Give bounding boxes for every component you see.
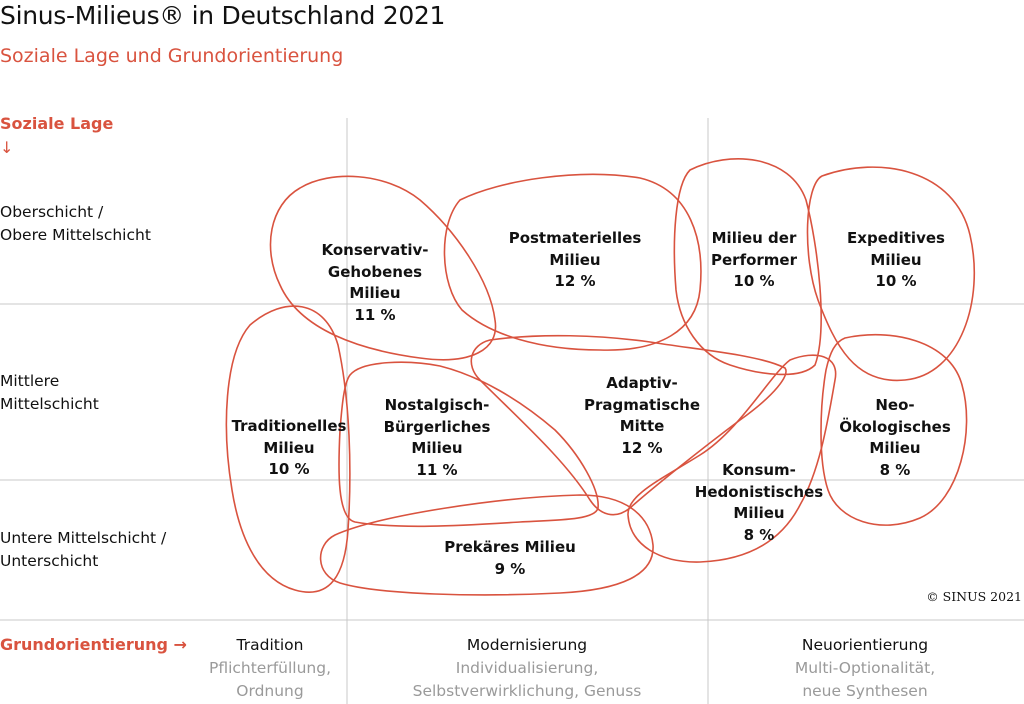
milieu-expeditiv-line2: Milieu — [870, 250, 922, 269]
milieu-performer: Milieu der Performer 10 % — [669, 228, 839, 293]
x-column-tradition-sub2: Ordnung — [236, 682, 304, 700]
milieu-konsum: Konsum- Hedonistisches Milieu 8 % — [674, 460, 844, 546]
milieu-neooeko-line1: Neo- — [875, 396, 915, 414]
milieu-neooeko: Neo- Ökologisches Milieu 8 % — [810, 395, 980, 481]
milieu-konsum-line3: Milieu — [733, 504, 785, 522]
milieu-performer-line1: Milieu der — [711, 229, 797, 247]
y-level-upper: Oberschicht / Obere Mittelschicht — [0, 201, 200, 247]
milieu-konsum-share: 8 % — [743, 525, 775, 544]
milieu-neooeko-line3: Milieu — [869, 439, 921, 457]
milieu-konsum-line2: Hedonistisches — [694, 482, 824, 501]
milieu-expeditiv-share: 10 % — [875, 272, 917, 290]
y-level-middle-line2: Mittelschicht — [0, 395, 99, 413]
x-column-tradition-label: Tradition — [236, 636, 304, 654]
y-level-lower: Untere Mittelschicht / Unterschicht — [0, 527, 200, 573]
shape-performer — [673, 158, 822, 376]
x-column-modernisierung-sub2: Selbstverwirklichung, Genuss — [412, 682, 642, 700]
milieu-konservativ-line1: Konservativ- — [321, 241, 429, 259]
x-column-neuorientierung-sub1: Multi-Optionalität, — [794, 659, 936, 677]
milieu-postmateriell-line1: Postmaterielles — [508, 229, 642, 247]
shape-konsum — [627, 354, 837, 563]
milieu-expeditiv-line1: Expeditives — [847, 229, 945, 247]
x-column-modernisierung-label: Modernisierung — [466, 636, 588, 654]
milieu-neooeko-share: 8 % — [879, 460, 911, 479]
y-level-middle-line1: Mittlere — [0, 372, 60, 390]
x-column-tradition-sub1: Pflichterfüllung, — [208, 659, 332, 677]
milieu-nostalgisch: Nostalgisch- Bürgerliches Milieu 11 % — [352, 395, 522, 481]
milieu-adaptiv-share: 12 % — [621, 438, 663, 457]
milieu-adaptiv-line1: Adaptiv- — [606, 374, 678, 392]
milieu-performer-share: 10 % — [733, 272, 775, 290]
milieu-neooeko-line2: Ökologisches — [839, 417, 951, 436]
milieu-konservativ-share: 11 % — [354, 305, 396, 324]
milieu-adaptiv: Adaptiv- Pragmatische Mitte 12 % — [557, 373, 727, 459]
shape-prekaer — [319, 494, 654, 596]
milieu-prekaer-share: 9 % — [494, 559, 526, 578]
milieu-konservativ-line3: Milieu — [349, 284, 401, 302]
y-level-lower-line2: Unterschicht — [0, 552, 99, 570]
milieu-nostalgisch-line2: Bürgerliches — [383, 417, 491, 436]
milieu-traditionell-share: 10 % — [268, 460, 310, 478]
page-subtitle: Soziale Lage und Grundorientierung — [0, 45, 344, 67]
milieu-postmateriell: Postmaterielles Milieu 12 % — [490, 228, 660, 293]
y-level-lower-line1: Untere Mittelschicht / — [0, 529, 167, 547]
milieu-adaptiv-line3: Mitte — [619, 417, 665, 435]
milieu-postmateriell-share: 12 % — [554, 272, 596, 290]
y-level-upper-line2: Obere Mittelschicht — [0, 226, 151, 244]
y-axis-title: Soziale Lage — [0, 114, 114, 133]
milieu-nostalgisch-line3: Milieu — [411, 439, 463, 457]
shape-nostalgisch — [338, 361, 599, 528]
milieu-traditionell-line1: Traditionelles — [231, 417, 347, 435]
x-column-neuorientierung-label: Neuorientierung — [801, 636, 929, 654]
milieu-prekaer: Prekäres Milieu 9 % — [425, 537, 595, 580]
milieu-adaptiv-line2: Pragmatische — [584, 395, 700, 414]
milieu-konsum-line1: Konsum- — [722, 461, 796, 479]
shape-neooeko — [820, 333, 968, 526]
x-column-modernisierung: Modernisierung Individualisierung, Selbs… — [377, 634, 677, 703]
x-axis-title: Grundorientierung → — [0, 635, 187, 654]
x-column-neuorientierung: Neuorientierung Multi-Optionalität, neue… — [745, 634, 985, 703]
milieu-prekaer-line1: Prekäres Milieu — [444, 538, 576, 556]
down-arrow-icon: ↓ — [0, 138, 14, 157]
copyright-notice: © SINUS 2021 — [926, 589, 1022, 604]
milieu-traditionell: Traditionelles Milieu 10 % — [204, 416, 374, 481]
milieu-performer-line2: Performer — [711, 250, 797, 269]
milieu-konservativ-line2: Gehobenes — [327, 262, 423, 281]
milieu-expeditiv: Expeditives Milieu 10 % — [811, 228, 981, 293]
y-level-middle: Mittlere Mittelschicht — [0, 370, 200, 416]
milieu-nostalgisch-share: 11 % — [416, 460, 458, 479]
shape-konservativ — [269, 175, 497, 361]
milieu-traditionell-line2: Milieu — [263, 438, 315, 457]
page-title: Sinus-Milieus® in Deutschland 2021 — [0, 1, 446, 30]
y-level-upper-line1: Oberschicht / — [0, 203, 104, 221]
milieu-nostalgisch-line1: Nostalgisch- — [384, 396, 490, 414]
milieu-konservativ: Konservativ- Gehobenes Milieu 11 % — [290, 240, 460, 326]
x-column-modernisierung-sub1: Individualisierung, — [455, 659, 599, 677]
milieu-shapes — [225, 158, 976, 596]
x-column-neuorientierung-sub2: neue Synthesen — [802, 682, 928, 700]
x-column-tradition: Tradition Pflichterfüllung, Ordnung — [190, 634, 350, 703]
shape-expeditiv — [806, 166, 976, 382]
milieu-postmateriell-line2: Milieu — [549, 250, 601, 269]
shape-postmateriell — [443, 173, 702, 351]
shape-adaptiv — [470, 334, 787, 516]
